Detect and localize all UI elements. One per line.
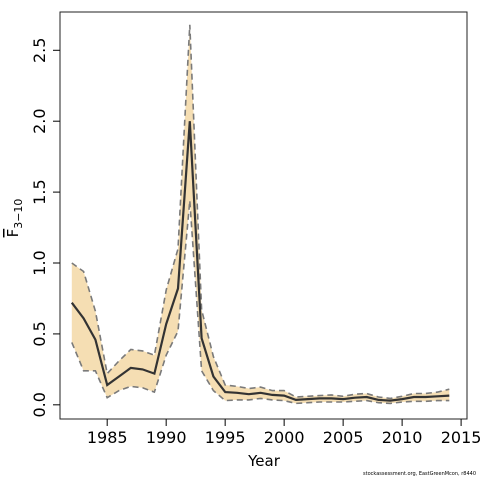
y-tick-label: 2.0	[30, 108, 49, 133]
plot-area	[59, 11, 468, 420]
x-tick-label: 2000	[264, 428, 305, 447]
x-tick-label: 2005	[323, 428, 364, 447]
y-axis: 0.0 0.5 1.0 1.5 2.0 2.5	[30, 38, 60, 418]
credit-footer: stockassessment.org, EastGreenMcon, r844…	[363, 471, 476, 477]
y-tick-label: 0.0	[30, 392, 49, 417]
x-tick-label: 2015	[441, 428, 480, 447]
y-tick-label: 2.5	[30, 38, 49, 63]
x-tick-label: 1985	[87, 428, 128, 447]
confidence-band	[71, 24, 450, 404]
x-axis-title: Year	[247, 452, 281, 470]
y-tick-label: 1.0	[30, 250, 49, 275]
x-tick-label: 1990	[146, 428, 187, 447]
x-tick-label: 1995	[205, 428, 246, 447]
lower-bound-line	[71, 200, 450, 405]
y-axis-title-main: F	[4, 229, 22, 238]
x-axis: 1985 1990 1995 2000 2005 2010 2015	[87, 419, 480, 447]
upper-bound-line	[71, 24, 450, 400]
y-tick-label: 0.5	[30, 321, 49, 346]
y-axis-title: F3−10	[4, 199, 25, 238]
estimate-line	[70, 121, 450, 402]
x-tick-label: 2010	[382, 428, 423, 447]
plot-frame	[59, 11, 468, 420]
y-tick-label: 1.5	[30, 179, 49, 204]
y-axis-title-subscript: 3−10	[12, 199, 25, 229]
svg-text:F3−10: F3−10	[4, 199, 25, 238]
